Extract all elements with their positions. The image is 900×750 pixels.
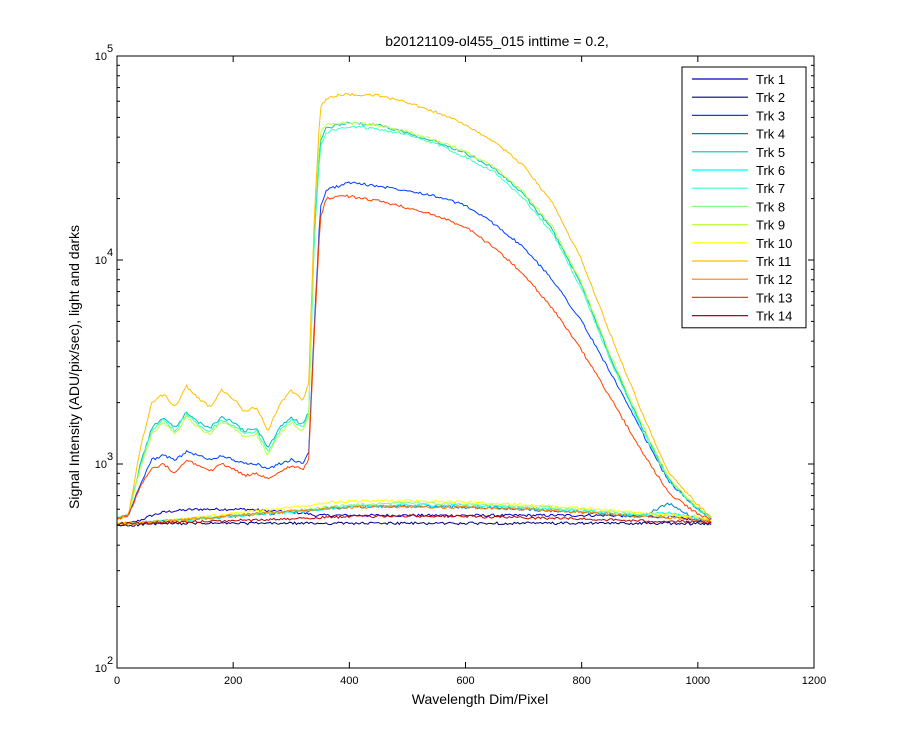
- legend-entry-label: Trk 4: [756, 127, 785, 142]
- series-line-trk-3: [116, 181, 712, 520]
- legend-entry-label: Trk 7: [756, 181, 785, 196]
- y-tick-label-exponent: 3: [107, 451, 113, 463]
- legend-entry-label: Trk 12: [756, 272, 792, 287]
- legend-entry-label: Trk 1: [756, 72, 785, 87]
- legend-entry-label: Trk 6: [756, 163, 785, 178]
- legend-entry-label: Trk 3: [756, 108, 785, 123]
- legend: Trk 1 Trk 2 Trk 3 Trk 4 Trk 5 Trk 6 Trk 7 Trk 8…: [681, 66, 807, 329]
- series-line-trk-10: [116, 498, 712, 526]
- series-line-trk-9: [116, 121, 712, 521]
- legend-entry-label: Trk 11: [756, 254, 791, 269]
- y-tick-label-exponent: 2: [107, 655, 113, 667]
- x-tick-label: 200: [224, 675, 242, 687]
- series-line-trk-14: [116, 514, 712, 526]
- series-line-trk-7: [116, 125, 712, 520]
- x-tick-label: 800: [572, 675, 590, 687]
- series-line-trk-2: [116, 521, 712, 527]
- series-line-trk-5: [116, 121, 712, 520]
- y-tick-label-base: 10: [95, 51, 107, 63]
- y-tick-label-base: 10: [95, 255, 107, 267]
- legend-entry-label: Trk 13: [756, 290, 792, 305]
- x-tick-label: 0: [114, 675, 120, 687]
- series-group: [116, 92, 712, 527]
- chart-title: b20121109-ol455_015 inttime = 0.2,: [385, 33, 609, 49]
- legend-entry-label: Trk 9: [756, 218, 785, 233]
- y-tick-label-exponent: 5: [107, 43, 113, 55]
- x-tick-label: 1000: [686, 675, 710, 687]
- series-line-trk-11: [116, 92, 712, 520]
- y-tick-label-exponent: 4: [107, 247, 113, 259]
- x-tick-label: 400: [340, 675, 358, 687]
- legend-entry-label: Trk 14: [756, 309, 792, 324]
- x-axis-title: Wavelength Dim/Pixel: [412, 691, 548, 707]
- legend-entry-label: Trk 5: [756, 145, 785, 160]
- y-axis-title: Signal Intensity (ADU/pix/sec), light an…: [66, 225, 82, 509]
- legend-entry-label: Trk 8: [756, 199, 785, 214]
- legend-box: [681, 66, 807, 329]
- x-tick-label: 1200: [802, 675, 826, 687]
- x-axis: 0 200 400 600 800 1000 1200: [114, 56, 826, 687]
- series-line-trk-12: [116, 504, 712, 526]
- y-tick-label-base: 10: [95, 459, 107, 471]
- x-tick-label: 600: [456, 675, 474, 687]
- legend-entry-label: Trk 2: [756, 90, 785, 105]
- y-tick-label-base: 10: [95, 663, 107, 675]
- series-line-trk-13: [116, 194, 712, 520]
- legend-entry-label: Trk 10: [756, 236, 792, 251]
